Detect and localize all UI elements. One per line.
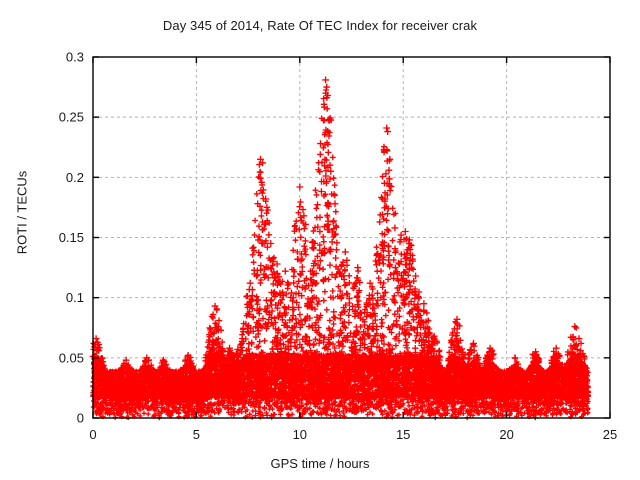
y-tick-label: 0.05 [59, 350, 84, 365]
axis-tick-labels: 0 0.05 0.1 0.15 0.2 0.25 0.3 0 5 10 15 20 25 [59, 50, 618, 443]
y-tick-label: 0.1 [66, 290, 84, 305]
y-tick-label: 0.15 [59, 230, 84, 245]
x-tick-label: 0 [89, 427, 96, 442]
axis-ticks [92, 56, 611, 419]
y-tick-label: 0 [77, 411, 84, 426]
x-tick-label: 5 [193, 427, 200, 442]
x-tick-label: 15 [396, 427, 410, 442]
data-points-layer [89, 76, 592, 421]
y-tick-label: 0.2 [66, 170, 84, 185]
y-tick-label: 0.25 [59, 110, 84, 125]
x-tick-label: 20 [499, 427, 513, 442]
x-tick-label: 25 [603, 427, 617, 442]
x-tick-label: 10 [293, 427, 307, 442]
y-tick-label: 0.3 [66, 50, 84, 65]
x-axis-label: GPS time / hours [270, 456, 370, 471]
page-title: Day 345 of 2014, Rate Of TEC Index for r… [162, 18, 478, 33]
